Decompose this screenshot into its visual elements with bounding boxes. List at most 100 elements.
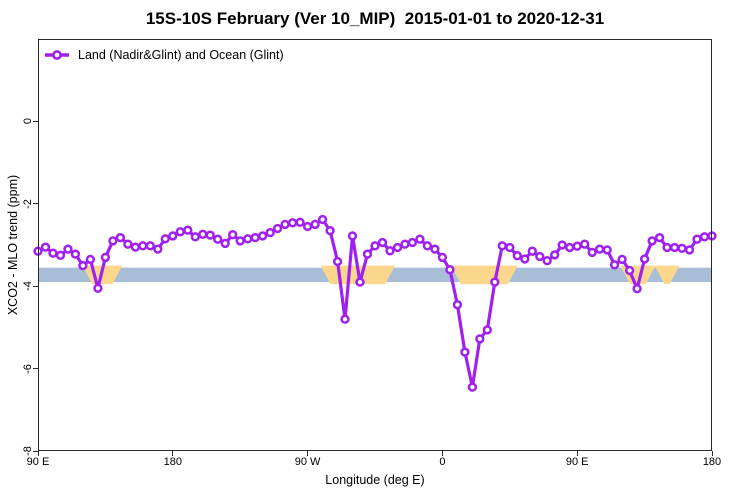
data-point-marker <box>542 256 552 266</box>
data-point-marker <box>520 254 530 264</box>
data-point-marker <box>55 250 66 260</box>
data-point-marker <box>205 230 215 240</box>
data-point-marker <box>258 231 268 241</box>
data-point-marker <box>332 256 343 267</box>
data-point-marker <box>482 325 492 335</box>
y-axis-tick-label: -6 <box>22 363 34 374</box>
data-point-marker <box>430 244 440 254</box>
x-axis-tick <box>172 451 174 456</box>
data-point-marker <box>317 214 328 225</box>
data-point-marker <box>40 242 51 252</box>
data-point-marker <box>325 225 335 236</box>
x-axis-title: Longitude (deg E) <box>325 473 425 487</box>
y-axis-tick <box>33 120 38 122</box>
data-point-marker <box>145 241 155 251</box>
plot-border <box>38 39 712 451</box>
x-axis-tick-label: 0 <box>439 456 446 468</box>
data-point-marker <box>609 260 620 270</box>
data-point-marker <box>93 283 103 293</box>
data-point-marker <box>707 231 717 241</box>
data-point-marker <box>505 242 515 253</box>
data-point-marker <box>70 249 81 259</box>
data-point-marker <box>415 234 425 244</box>
data-point-marker <box>580 239 590 249</box>
x-axis-tick <box>711 451 713 456</box>
flagged-band-segment <box>654 265 680 285</box>
data-point-marker <box>85 254 96 265</box>
data-point-marker <box>647 236 657 246</box>
data-point-marker <box>407 237 418 248</box>
data-point-marker <box>512 251 522 261</box>
data-point-marker <box>183 225 193 235</box>
data-point-marker <box>445 265 455 275</box>
data-point-marker <box>272 223 283 234</box>
y-axis-tick <box>33 368 38 370</box>
data-point-marker <box>100 252 111 263</box>
x-axis-tick <box>37 451 39 456</box>
data-point-marker <box>490 277 500 287</box>
data-point-marker <box>639 254 650 264</box>
x-axis-tick-label: 90 E <box>26 456 50 468</box>
data-point-marker <box>160 234 170 244</box>
data-point-marker <box>168 231 178 241</box>
data-point-marker <box>460 347 470 357</box>
y-axis-title: XCO2 - MLO trend (ppm) <box>6 174 20 316</box>
data-point-marker <box>295 217 305 227</box>
flagged-band-segment <box>450 265 518 285</box>
data-point-marker <box>370 241 380 251</box>
data-point-marker <box>617 254 627 265</box>
data-point-marker <box>437 252 448 263</box>
data-point-marker <box>213 234 223 244</box>
data-point-marker <box>355 277 365 287</box>
data-point-marker <box>527 246 537 256</box>
data-point-marker <box>422 241 433 251</box>
y-axis-tick <box>33 285 38 287</box>
data-point-marker <box>392 242 403 253</box>
data-point-marker <box>153 244 163 254</box>
x-axis-tick <box>576 451 578 456</box>
data-point-marker <box>108 236 118 246</box>
data-point-marker <box>557 240 567 250</box>
data-point-marker <box>340 314 350 324</box>
data-point-marker <box>654 232 665 243</box>
data-point-marker <box>63 244 73 254</box>
x-axis-tick <box>441 451 443 456</box>
data-point-marker <box>632 284 642 294</box>
data-point-marker <box>115 232 126 243</box>
data-point-marker <box>624 265 635 276</box>
legend-line-marker-icon <box>45 50 69 60</box>
data-point-marker <box>692 234 702 244</box>
data-point-marker <box>190 232 200 242</box>
data-point-marker <box>265 227 275 238</box>
y-axis-tick-label: -4 <box>22 281 34 292</box>
data-point-marker <box>123 239 133 249</box>
data-point-marker <box>467 382 478 392</box>
y-axis-tick <box>33 450 38 452</box>
y-axis-tick <box>33 203 38 205</box>
data-point-marker <box>452 300 463 310</box>
data-point-marker <box>475 334 485 344</box>
data-point-marker <box>310 219 320 230</box>
data-point-marker <box>602 245 612 255</box>
data-point-marker <box>684 245 695 255</box>
data-point-marker <box>535 251 545 262</box>
data-point-marker <box>550 250 560 260</box>
data-point-marker <box>78 260 88 271</box>
data-point-marker <box>362 249 373 259</box>
data-point-marker <box>228 230 238 240</box>
x-axis-tick <box>307 451 309 456</box>
data-point-marker <box>587 247 597 258</box>
x-axis-tick-label: 180 <box>702 456 722 468</box>
x-axis-tick-label: 90 W <box>294 456 321 468</box>
legend-label: Land (Nadir&Glint) and Ocean (Glint) <box>78 48 284 62</box>
y-axis-tick-label: -2 <box>22 198 34 209</box>
data-point-marker <box>220 238 230 249</box>
y-axis-tick-label: -8 <box>22 446 34 456</box>
data-point-marker <box>347 231 358 241</box>
data-point-marker <box>385 246 395 256</box>
data-point-marker <box>33 246 43 256</box>
data-point-marker <box>377 237 388 248</box>
x-axis-tick-label: 90 E <box>565 456 589 468</box>
